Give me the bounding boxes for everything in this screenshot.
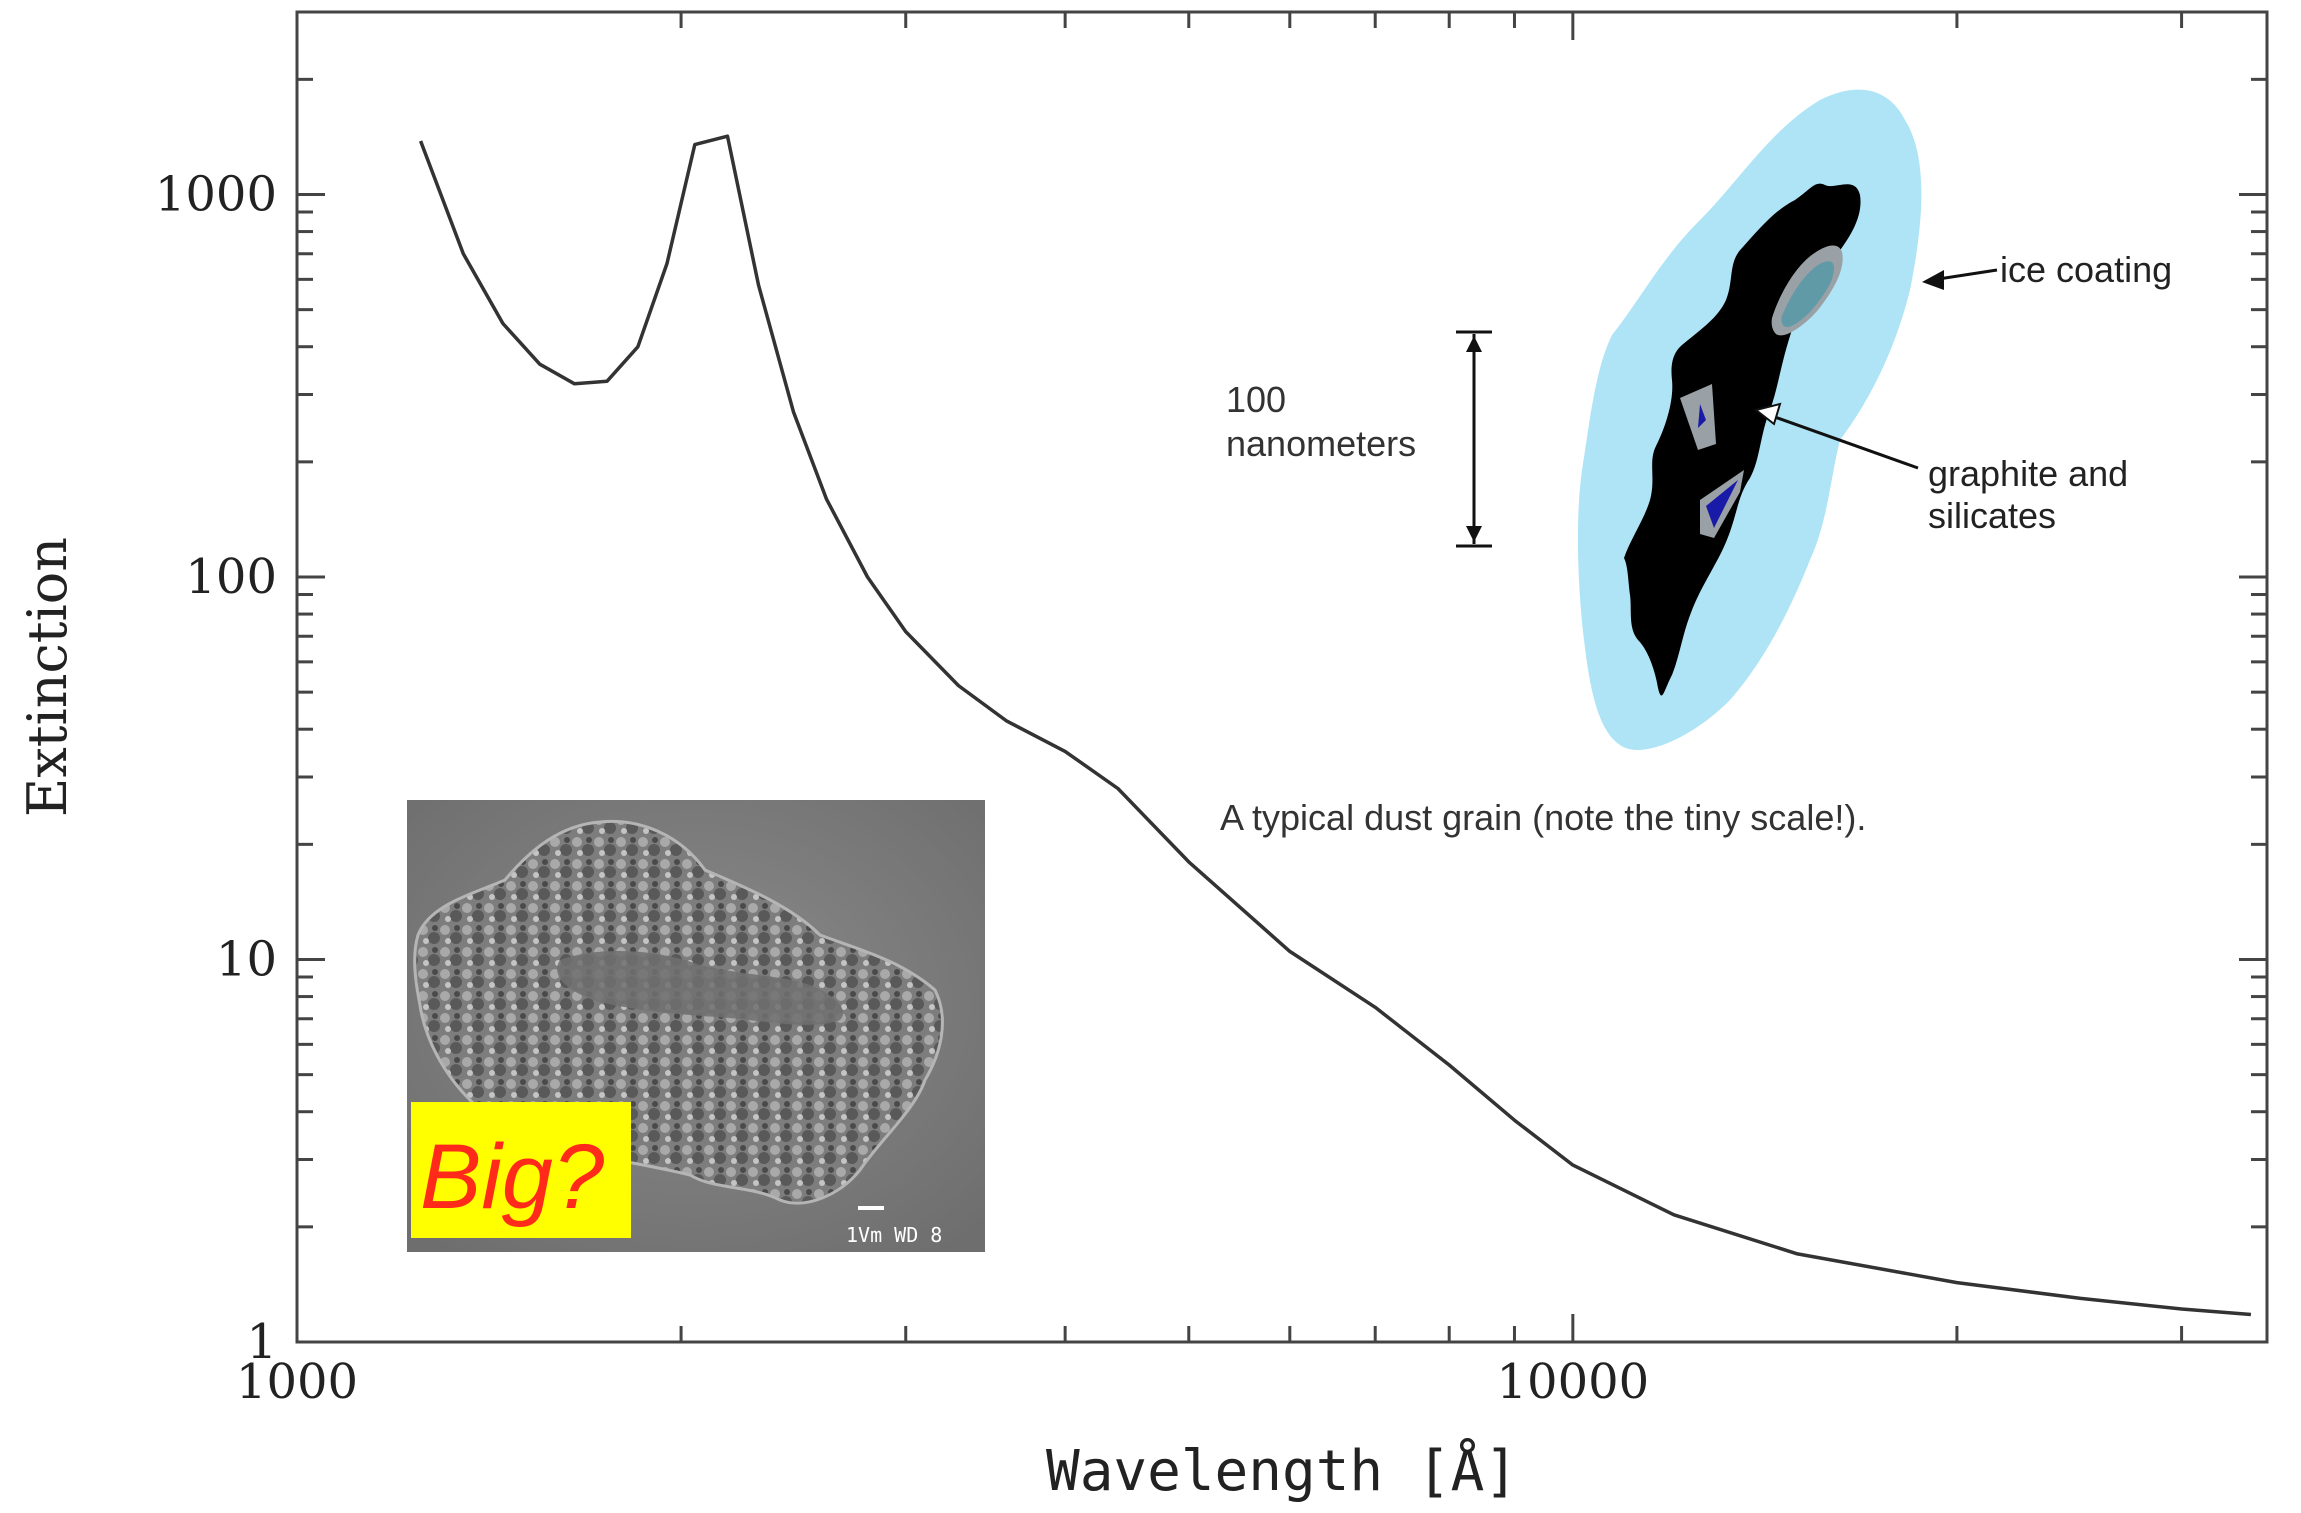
grain-core-shape xyxy=(1624,183,1861,696)
y-tick-label: 1 xyxy=(246,1314,277,1370)
core-label-line2: silicates xyxy=(1928,495,2056,536)
y-tick-label: 100 xyxy=(185,549,277,605)
silicate-inclusion-large xyxy=(1706,480,1738,528)
scale-bar: 100 nanometers xyxy=(1226,330,1492,548)
core-label-line1: graphite and xyxy=(1928,453,2128,494)
scale-label-line1: 100 xyxy=(1226,379,1286,420)
micro-scale-bar xyxy=(858,1206,884,1210)
y-axis-title: Extinction xyxy=(16,537,79,817)
ice-coating-arrowhead xyxy=(1922,270,1944,290)
micro-label: 1Vm WD 8 xyxy=(846,1223,942,1247)
big-question-badge xyxy=(411,1102,631,1238)
y-tick-label: 10 xyxy=(216,931,277,987)
dust-grain-caption: A typical dust grain (note the tiny scal… xyxy=(1220,797,1866,838)
scale-label-line2: nanometers xyxy=(1226,423,1416,464)
ice-inclusion-top-highlight xyxy=(1781,261,1834,328)
axis-ticks xyxy=(295,10,2267,1344)
ice-coating-callout: ice coating xyxy=(1922,249,2172,290)
core-arrowhead xyxy=(1753,402,1782,426)
axis-tick-labels: 1000 10000 1 10 100 1000 xyxy=(155,166,1649,1410)
extinction-curve-points xyxy=(420,136,2251,1315)
x-tick-label: 10000 xyxy=(1496,1354,1649,1410)
particle-smooth-face xyxy=(557,950,844,1025)
dust-grain-illustration xyxy=(1577,89,1922,750)
x-tick-label: 1000 xyxy=(236,1354,358,1410)
plot-frame xyxy=(295,10,2269,1344)
inset-photo: 1Vm WD 8 Big? xyxy=(407,800,985,1252)
silicate-inclusion-small xyxy=(1698,404,1706,428)
mid-inclusion xyxy=(1680,384,1716,450)
x-axis-title: Wavelength [Å] xyxy=(1046,1438,1518,1504)
y-tick-label: 1000 xyxy=(155,166,277,222)
core-arrow xyxy=(1771,414,1919,470)
big-question-text: Big? xyxy=(420,1126,604,1228)
core-callout: graphite and silicates xyxy=(1753,402,2128,536)
ice-coating-label: ice coating xyxy=(2000,249,2172,290)
